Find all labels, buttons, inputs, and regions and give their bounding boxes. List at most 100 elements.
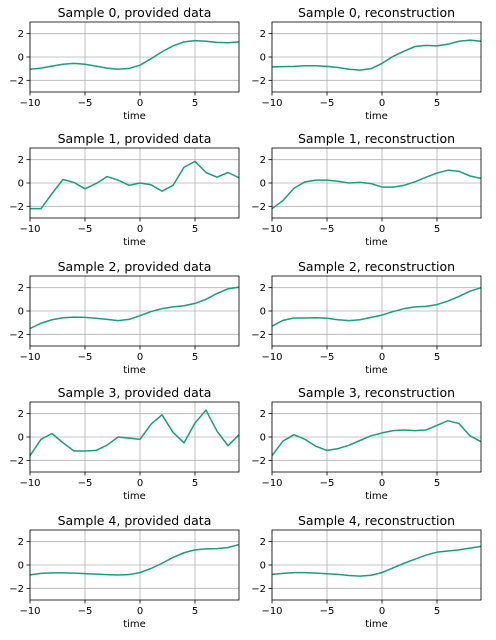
series-line <box>271 286 482 327</box>
subplot-8: Sample 4, provided data −10 −5 0 5 −2 0 2 time <box>9 513 240 630</box>
x-tick-label: 5 <box>434 478 440 489</box>
y-tick-label: −2 <box>9 76 24 87</box>
subplot-title: Sample 4, reconstruction <box>298 513 455 528</box>
subplot-title: Sample 0, provided data <box>58 5 212 20</box>
x-tick-label: −5 <box>78 606 93 617</box>
x-tick-label: 0 <box>137 478 143 489</box>
subplot-7: Sample 3, reconstruction −10 −5 0 5 −2 0 2 time <box>251 385 482 502</box>
y-tick-label: 2 <box>260 283 266 294</box>
subplot-title: Sample 3, provided data <box>58 385 212 400</box>
y-tick-label: −2 <box>9 584 24 595</box>
x-tick-label: 0 <box>379 224 385 235</box>
subplot-6: Sample 3, provided data −10 −5 0 5 −2 0 2 time <box>9 385 240 502</box>
series-line <box>271 419 482 457</box>
x-tick-label: 5 <box>192 606 198 617</box>
x-tick-label: 0 <box>137 606 143 617</box>
x-axis-label: time <box>123 237 146 248</box>
subplot-5: Sample 2, reconstruction −10 −5 0 5 −2 0 2 time <box>251 259 482 376</box>
x-axis-label: time <box>365 237 388 248</box>
y-tick-label: 0 <box>18 53 24 64</box>
y-tick-label: 0 <box>18 561 24 572</box>
x-tick-label: 5 <box>434 606 440 617</box>
y-tick-label: −2 <box>251 330 266 341</box>
x-tick-label: 0 <box>379 478 385 489</box>
series-line <box>271 545 482 577</box>
y-tick-label: −2 <box>251 202 266 213</box>
x-axis-label: time <box>123 491 146 502</box>
y-tick-label: −2 <box>9 202 24 213</box>
y-tick-label: −2 <box>251 76 266 87</box>
x-tick-label: −5 <box>78 352 93 363</box>
x-tick-label: 0 <box>137 98 143 109</box>
x-tick-label: −5 <box>78 224 93 235</box>
y-tick-label: 2 <box>18 155 24 166</box>
y-tick-label: 0 <box>260 53 266 64</box>
subplot-title: Sample 1, provided data <box>58 131 212 146</box>
x-tick-label: 0 <box>137 352 143 363</box>
x-tick-label: −10 <box>261 606 282 617</box>
y-tick-label: 0 <box>260 433 266 444</box>
y-tick-label: 0 <box>260 561 266 572</box>
x-axis-label: time <box>365 619 388 630</box>
x-tick-label: 5 <box>192 98 198 109</box>
x-tick-label: −5 <box>320 224 335 235</box>
y-tick-label: −2 <box>9 330 24 341</box>
y-tick-label: 2 <box>18 409 24 420</box>
y-tick-label: 0 <box>18 307 24 318</box>
x-tick-label: 0 <box>137 224 143 235</box>
subplot-title: Sample 1, reconstruction <box>298 131 455 146</box>
y-tick-label: −2 <box>9 456 24 467</box>
y-tick-label: 2 <box>260 155 266 166</box>
subplot-1: Sample 0, reconstruction −10 −5 0 5 −2 0 2 time <box>251 5 482 122</box>
x-tick-label: −10 <box>19 478 40 489</box>
y-tick-label: 2 <box>260 29 266 40</box>
y-tick-label: 2 <box>18 283 24 294</box>
x-axis-label: time <box>123 365 146 376</box>
y-tick-label: 2 <box>18 29 24 40</box>
subplot-title: Sample 4, provided data <box>58 513 212 528</box>
y-tick-label: 0 <box>18 433 24 444</box>
y-tick-label: 2 <box>260 537 266 548</box>
series-line <box>29 39 240 70</box>
x-tick-label: −10 <box>19 98 40 109</box>
x-axis-label: time <box>123 111 146 122</box>
subplot-0: Sample 0, provided data −10 −5 0 5 −2 0 2 time <box>9 5 240 122</box>
x-tick-label: −5 <box>78 478 93 489</box>
x-tick-label: 0 <box>379 352 385 363</box>
x-axis-label: time <box>365 491 388 502</box>
subplot-title: Sample 2, reconstruction <box>298 259 455 274</box>
y-tick-label: −2 <box>251 584 266 595</box>
subplot-4: Sample 2, provided data −10 −5 0 5 −2 0 2 time <box>9 259 240 376</box>
x-tick-label: −10 <box>19 224 40 235</box>
x-axis-label: time <box>365 365 388 376</box>
x-tick-label: −10 <box>261 98 282 109</box>
series-line <box>271 39 482 71</box>
y-tick-label: 0 <box>18 179 24 190</box>
x-tick-label: 5 <box>434 352 440 363</box>
x-tick-label: −10 <box>19 352 40 363</box>
x-tick-label: −10 <box>261 224 282 235</box>
subplot-title: Sample 0, reconstruction <box>298 5 455 20</box>
subplot-9: Sample 4, reconstruction −10 −5 0 5 −2 0 2 time <box>251 513 482 630</box>
y-tick-label: 0 <box>260 179 266 190</box>
series-line <box>29 543 240 576</box>
series-line <box>30 160 240 210</box>
y-tick-label: 2 <box>260 409 266 420</box>
x-tick-label: −5 <box>320 352 335 363</box>
subplot-3: Sample 1, reconstruction −10 −5 0 5 −2 0 2 time <box>251 131 482 248</box>
series-line <box>29 409 240 457</box>
x-tick-label: 5 <box>434 98 440 109</box>
x-tick-label: 0 <box>379 98 385 109</box>
x-tick-label: 5 <box>192 224 198 235</box>
series-line <box>29 286 240 330</box>
y-tick-label: −2 <box>251 456 266 467</box>
x-tick-label: −10 <box>261 352 282 363</box>
y-tick-label: 2 <box>18 537 24 548</box>
x-axis-label: time <box>365 111 388 122</box>
x-tick-label: −5 <box>320 478 335 489</box>
subplot-title: Sample 3, reconstruction <box>298 385 455 400</box>
x-axis-label: time <box>123 619 146 630</box>
x-tick-label: −10 <box>261 478 282 489</box>
x-tick-label: 5 <box>434 224 440 235</box>
